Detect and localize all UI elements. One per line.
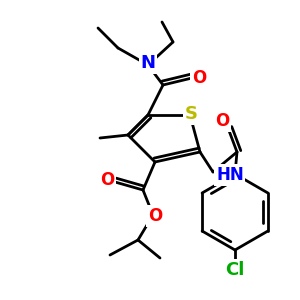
Text: O: O xyxy=(100,171,114,189)
Text: O: O xyxy=(215,112,229,130)
Text: Cl: Cl xyxy=(225,261,245,279)
Text: N: N xyxy=(140,54,155,72)
Text: S: S xyxy=(184,105,197,123)
Text: O: O xyxy=(148,207,162,225)
Text: O: O xyxy=(192,69,206,87)
Text: HN: HN xyxy=(216,166,244,184)
